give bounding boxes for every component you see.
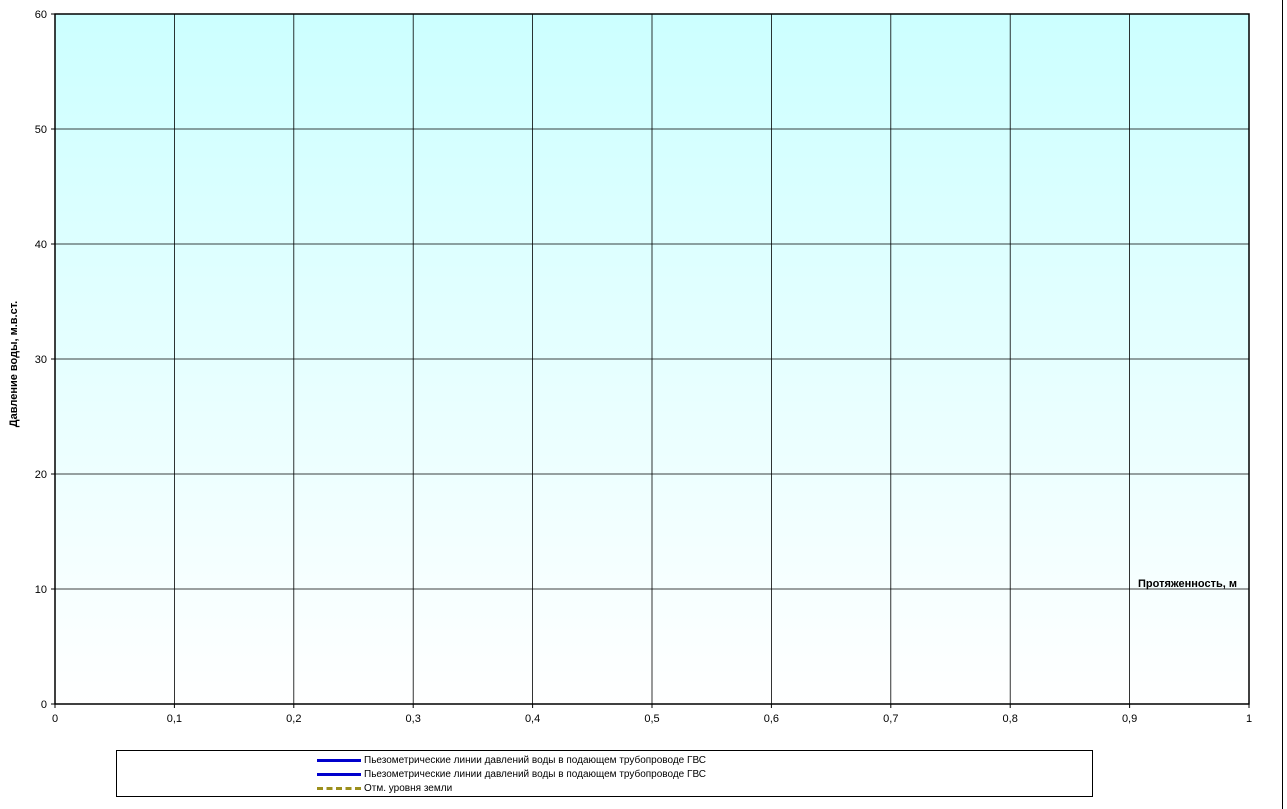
x-tick-label: 0,7 bbox=[883, 713, 898, 725]
x-tick-label: 0 bbox=[52, 713, 58, 725]
x-tick-label: 1 bbox=[1246, 713, 1252, 725]
legend-label: Пьезометрические линии давлений воды в п… bbox=[364, 769, 706, 780]
axis-ticks: 0 0,1 0,2 0,3 0,4 0,5 0,6 0,7 0,8 0,9 101020304050… bbox=[35, 9, 1252, 725]
legend: Пьезометрические линии давлений воды в п… bbox=[116, 750, 1093, 797]
y-tick-label: 10 bbox=[35, 584, 47, 596]
x-tick-label: 0,1 bbox=[167, 713, 182, 725]
x-tick-label: 0,8 bbox=[1003, 713, 1018, 725]
y-tick-label: 0 bbox=[41, 699, 47, 711]
legend-label: Отм. уровня земли bbox=[364, 783, 453, 794]
grid bbox=[55, 14, 1249, 704]
x-tick-label: 0,6 bbox=[764, 713, 779, 725]
chart-area-border bbox=[1282, 0, 1283, 809]
y-tick-label: 30 bbox=[35, 354, 47, 366]
x-tick-label: 0,9 bbox=[1122, 713, 1137, 725]
x-tick-label: 0,2 bbox=[286, 713, 301, 725]
y-tick-label: 20 bbox=[35, 469, 47, 481]
x-tick-label: 0,5 bbox=[644, 713, 659, 725]
legend-item-supply-1: Пьезометрические линии давлений воды в п… bbox=[317, 754, 706, 767]
y-tick-label: 60 bbox=[35, 9, 47, 21]
x-axis-label: Протяженность, м bbox=[1138, 578, 1237, 590]
y-tick-label: 40 bbox=[35, 239, 47, 251]
legend-line-swatch bbox=[317, 773, 361, 776]
legend-item-supply-2: Пьезометрические линии давлений воды в п… bbox=[317, 768, 706, 781]
y-axis-label: Давление воды, м.в.ст. bbox=[8, 301, 20, 427]
legend-line-swatch bbox=[317, 759, 361, 762]
legend-item-ground: Отм. уровня земли bbox=[317, 782, 452, 795]
x-tick-label: 0,3 bbox=[406, 713, 421, 725]
x-tick-label: 0,4 bbox=[525, 713, 540, 725]
legend-label: Пьезометрические линии давлений воды в п… bbox=[364, 755, 706, 766]
legend-dashed-swatch bbox=[317, 787, 361, 790]
y-tick-label: 50 bbox=[35, 124, 47, 136]
